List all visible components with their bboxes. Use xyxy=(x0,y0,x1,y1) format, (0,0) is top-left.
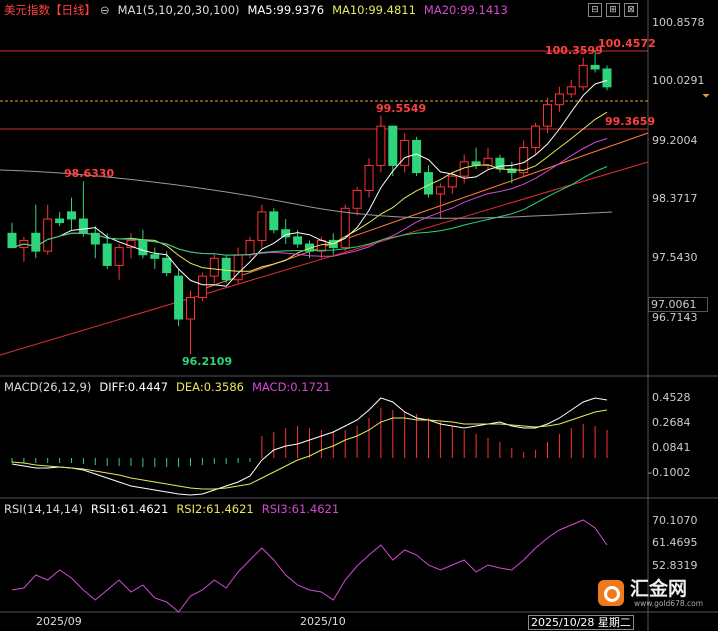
ma10-value: MA10:99.4811 xyxy=(332,3,416,17)
price-chart-header: 美元指数【日线】 ⊖ MA1(5,10,20,30,100) MA5:99.9376 M… xyxy=(4,2,516,18)
candle-body xyxy=(435,186,445,195)
candle-body xyxy=(578,64,588,88)
candle-body xyxy=(364,164,374,191)
macd-axis-tick: 0.2684 xyxy=(652,416,691,429)
rsi-line xyxy=(11,519,608,613)
rsi-header: RSI(14,14,14) RSI1:61.4621 RSI2:61.4621 RSI… xyxy=(4,501,347,517)
candle-body xyxy=(566,86,576,95)
ma30-line xyxy=(11,166,608,256)
ma5-value: MA5:99.9376 xyxy=(247,3,325,17)
rsi2-value: RSI2:61.4621 xyxy=(176,502,254,516)
candle-body xyxy=(31,232,41,252)
candle-body xyxy=(376,125,386,166)
candle-body xyxy=(245,239,255,256)
maximize-pane-button[interactable]: ⊞ xyxy=(606,3,620,17)
rsi3-value: RSI3:61.4621 xyxy=(261,502,340,516)
instrument-title: 美元指数【日线】 xyxy=(4,3,96,17)
price-axis-tick: 98.3717 xyxy=(652,192,698,205)
candle-body xyxy=(55,218,65,224)
trendline-upper xyxy=(199,132,649,291)
macd-axis-tick: -0.1002 xyxy=(648,466,691,479)
watermark-url: www.gold678.com xyxy=(634,599,704,608)
level-label-98-6: 98.6330 xyxy=(64,167,115,180)
macd-dea-line xyxy=(11,409,608,490)
candle-body xyxy=(340,207,350,249)
candle-body xyxy=(257,211,267,241)
watermark: 汇金网 www.gold678.com xyxy=(594,578,716,608)
candle-body xyxy=(543,104,552,127)
price-marker-icon: ⏷ xyxy=(702,91,710,102)
rsi-axis-tick: 61.4695 xyxy=(652,536,698,549)
time-axis-label: 2025/09 xyxy=(36,615,82,628)
ma-indicator-label[interactable]: MA1(5,10,20,30,100) xyxy=(117,3,240,17)
price-axis-tick: 96.7143 xyxy=(652,311,698,324)
candle-body xyxy=(281,229,291,238)
candle-body xyxy=(221,257,231,281)
price-axis-tick: 99.2004 xyxy=(652,134,698,147)
ma100-line xyxy=(0,169,613,219)
minimize-pane-button[interactable]: ⊟ xyxy=(588,3,602,17)
candle-body xyxy=(412,139,422,174)
candle-body xyxy=(90,232,100,245)
price-axis-tick: 100.8578 xyxy=(652,16,705,29)
macd-value: MACD:0.1721 xyxy=(251,380,331,394)
rsi-axis-tick: 52.8319 xyxy=(652,559,698,572)
candle-body xyxy=(554,93,564,106)
candle-body xyxy=(590,64,600,70)
settings-icon[interactable]: ⊖ xyxy=(100,3,110,17)
candle-body xyxy=(67,211,76,220)
resistance-label: 99.5549 xyxy=(376,102,427,115)
candle-body xyxy=(102,243,112,266)
watermark-brand: 汇金网 xyxy=(630,578,688,600)
candle-body xyxy=(483,157,493,166)
candle-body xyxy=(197,275,207,299)
candle-body xyxy=(352,189,362,209)
macd-axis-tick: 0.0841 xyxy=(652,441,691,454)
price-axis-tick: 100.0291 xyxy=(652,74,705,87)
candle-body xyxy=(138,239,148,256)
macd-header: MACD(26,12,9) DIFF:0.4447 DEA:0.3586 MACD:0… xyxy=(4,379,339,395)
high-label-right: 100.4572 xyxy=(598,37,656,50)
candle-body xyxy=(209,257,219,277)
macd-axis-tick: 0.4528 xyxy=(652,391,691,404)
rsi-label[interactable]: RSI(14,14,14) xyxy=(4,502,83,516)
candle-body xyxy=(293,236,303,245)
macd-diff-value: DIFF:0.4447 xyxy=(99,380,169,394)
current-price-box: 97.0061 xyxy=(648,297,708,312)
macd-dea-value: DEA:0.3586 xyxy=(176,380,244,394)
candle-body xyxy=(174,275,184,320)
candle-body xyxy=(269,211,279,231)
candle-body xyxy=(150,254,160,259)
candle-body xyxy=(43,218,53,252)
candle-body xyxy=(186,297,195,320)
candle-body xyxy=(7,232,17,249)
candle-body xyxy=(126,239,136,249)
rsi-axis-tick: 70.1070 xyxy=(652,514,698,527)
candle-body xyxy=(447,175,457,188)
candle-body xyxy=(78,218,88,234)
candle-body xyxy=(388,125,398,166)
low-label: 96.2109 xyxy=(182,355,233,368)
rsi1-value: RSI1:61.4621 xyxy=(90,502,169,516)
close-pane-button[interactable]: ⊠ xyxy=(624,3,638,17)
candle-body xyxy=(162,257,172,274)
crosshair-date-label: 2025/10/28 星期二 xyxy=(528,615,634,630)
trendline-lower xyxy=(0,161,649,356)
candle-body xyxy=(602,68,612,88)
candle-body xyxy=(531,125,541,149)
time-axis-label: 2025/10 xyxy=(300,615,346,628)
candle-body xyxy=(400,139,410,166)
brand-logo-icon xyxy=(598,580,624,606)
price-axis-tick: 97.5430 xyxy=(652,251,698,264)
candle-body xyxy=(114,247,124,266)
candle-body xyxy=(507,168,517,174)
macd-label[interactable]: MACD(26,12,9) xyxy=(4,380,92,394)
ma20-value: MA20:99.1413 xyxy=(423,3,508,17)
high-label-left: 100.3599 xyxy=(545,44,603,57)
ma20-line xyxy=(11,138,608,257)
level-label-99-3: 99.3659 xyxy=(605,115,656,128)
